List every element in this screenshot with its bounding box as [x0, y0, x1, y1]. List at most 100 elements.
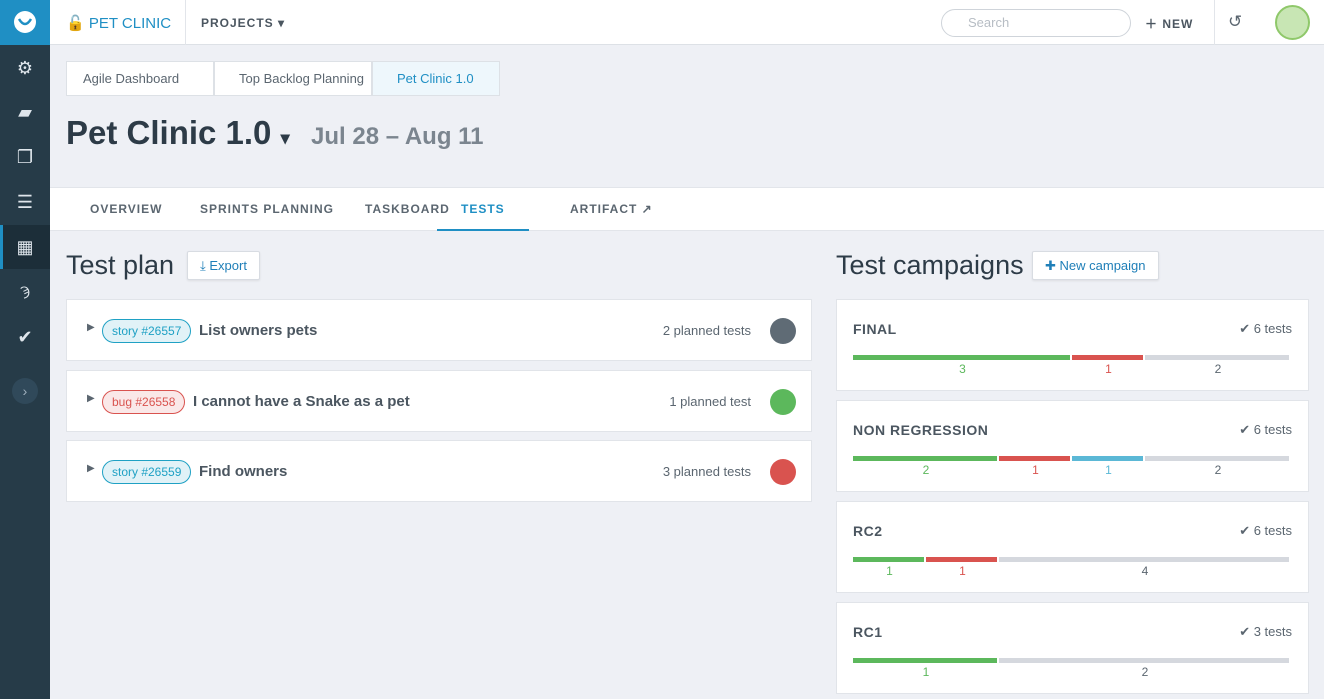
- list-icon[interactable]: ☰: [16, 192, 34, 212]
- test-plan-item[interactable]: ▶ bug #26558 I cannot have a Snake as a pe…: [66, 369, 812, 432]
- test-plan-title: Test plan: [66, 250, 175, 280]
- campaign-name: RC1: [853, 624, 883, 640]
- expand-button[interactable]: ›: [12, 378, 38, 404]
- item-badge: story #26557: [102, 319, 192, 343]
- progress-segment: [1072, 456, 1143, 461]
- breadcrumb-label: Pet Clinic 1.0: [397, 71, 474, 86]
- segment-count: 4: [1141, 564, 1149, 578]
- item-title: List owners pets: [199, 322, 318, 339]
- folder-icon[interactable]: ▰: [18, 102, 32, 122]
- segment-count: 2: [1214, 463, 1222, 477]
- campaign-card[interactable]: FINAL ✔ 6 tests 3 1 2: [836, 299, 1309, 391]
- campaign-name: FINAL: [853, 321, 897, 337]
- item-badge: bug #26558: [102, 389, 186, 414]
- progress-segment: [926, 557, 997, 562]
- projects-menu[interactable]: PROJECTS ▾: [201, 16, 286, 30]
- campaign-card[interactable]: NON REGRESSION ✔ 6 tests 2 1 1 2: [836, 400, 1309, 492]
- check-icon: ✔: [1239, 321, 1254, 336]
- item-title: I cannot have a Snake as a pet: [193, 392, 410, 410]
- segment-count: 1: [1105, 463, 1112, 477]
- planned-count: 1 planned test: [669, 393, 751, 409]
- segment-count: 2: [1141, 665, 1149, 679]
- title-text: Pet Clinic 1.0: [66, 114, 272, 151]
- sprint-title[interactable]: Pet Clinic 1.0 ▾: [66, 114, 290, 151]
- segment-count: 1: [1032, 463, 1039, 477]
- avatar[interactable]: [1275, 5, 1310, 40]
- expand-caret: ▶: [87, 322, 95, 333]
- new-campaign-button[interactable]: ✚ New campaign: [1032, 251, 1159, 280]
- progress-segment: [853, 658, 997, 663]
- tab[interactable]: TASKBOARD: [365, 202, 450, 216]
- git-icon[interactable]: Ϡ: [20, 284, 30, 299]
- tab[interactable]: SPRINTS PLANNING: [200, 202, 335, 216]
- new-campaign-label: New campaign: [1059, 258, 1146, 273]
- search-box[interactable]: Search: [941, 9, 1131, 37]
- history-icon[interactable]: ↺: [1228, 12, 1243, 31]
- check-icon: ✔: [1239, 624, 1254, 639]
- progress-segment: [1072, 355, 1143, 360]
- campaign-name: NON REGRESSION: [853, 422, 989, 438]
- active-nav[interactable]: [0, 225, 50, 269]
- status-icon: [770, 318, 796, 344]
- copy-icon[interactable]: ❐: [16, 147, 34, 167]
- expand-caret: ▶: [87, 463, 95, 474]
- campaigns-title: Test campaigns: [836, 250, 1024, 280]
- new-label: NEW: [1162, 17, 1194, 31]
- breadcrumb[interactable]: Pet Clinic 1.0: [372, 61, 500, 96]
- expand-caret: ▶: [87, 392, 95, 404]
- progress-segment: [999, 658, 1289, 663]
- project-name: PET CLINIC: [88, 15, 172, 32]
- divider: [185, 0, 186, 45]
- progress-segment: [1145, 456, 1289, 461]
- campaign-card[interactable]: RC2 ✔ 6 tests 1 1 4: [836, 501, 1309, 593]
- test-plan-item[interactable]: ▶ story #26557 List owners pets 2 planned t…: [66, 299, 812, 361]
- item-badge: story #26559: [102, 460, 192, 484]
- segment-count: 1: [922, 665, 930, 679]
- export-label: Export: [209, 258, 247, 273]
- table-icon[interactable]: ▦: [16, 237, 34, 257]
- segment-count: 1: [959, 564, 966, 578]
- settings-icon[interactable]: ⚙: [16, 58, 34, 78]
- segment-count: 3: [959, 362, 966, 376]
- breadcrumb-label: Top Backlog Planning: [239, 71, 365, 86]
- breadcrumb[interactable]: Agile Dashboard: [66, 61, 214, 96]
- progress-segment: [853, 456, 997, 461]
- project-link[interactable]: 🔓 PET CLINIC: [66, 15, 172, 32]
- test-count-label: 6 tests: [1253, 321, 1292, 336]
- progress-segment: [999, 557, 1289, 562]
- topbar: 🔓 PET CLINIC PROJECTS ▾ Search ＋ NEW ↺: [50, 0, 1324, 45]
- test-plan-item[interactable]: ▶ story #26559 Find owners 3 planned tests: [66, 440, 812, 502]
- test-count-label: 6 tests: [1253, 523, 1292, 538]
- test-count-label: 3 tests: [1253, 624, 1292, 639]
- search-placeholder: Search: [968, 15, 1010, 30]
- check-icon[interactable]: ✔: [17, 327, 33, 347]
- status-icon: [770, 388, 796, 415]
- sidebar: ⚙ ▰ ❐ ☰ ▦ Ϡ ✔ ›: [0, 0, 50, 699]
- test-count: ✔ 6 tests: [1239, 422, 1292, 438]
- tab[interactable]: OVERVIEW: [90, 202, 163, 216]
- tab-bar: OVERVIEW SPRINTS PLANNING TASKBOARD TESTS AR…: [50, 187, 1324, 231]
- planned-count: 3 planned tests: [662, 464, 751, 479]
- segment-count: 2: [1214, 362, 1222, 376]
- progress-segment: [999, 456, 1070, 461]
- test-count: ✔ 6 tests: [1239, 321, 1292, 337]
- check-icon: ✔: [1239, 422, 1254, 437]
- divider: [1214, 0, 1215, 45]
- segment-count: 1: [886, 564, 893, 578]
- export-button[interactable]: ⤓ Export: [187, 251, 260, 280]
- new-button[interactable]: ＋ NEW: [1145, 17, 1194, 31]
- test-count: ✔ 6 tests: [1239, 523, 1292, 539]
- test-count: ✔ 3 tests: [1239, 624, 1292, 640]
- planned-count: 2 planned tests: [662, 323, 751, 338]
- item-title: Find owners: [199, 463, 288, 480]
- tab[interactable]: ARTIFACT ↗: [570, 202, 653, 216]
- test-count-label: 6 tests: [1253, 422, 1292, 437]
- status-icon: [770, 459, 796, 485]
- campaign-card[interactable]: RC1 ✔ 3 tests 1 2: [836, 602, 1309, 694]
- progress-segment: [853, 557, 924, 562]
- segment-count: 2: [922, 463, 930, 477]
- tab[interactable]: TESTS: [437, 188, 529, 231]
- breadcrumb[interactable]: Top Backlog Planning: [214, 61, 372, 96]
- logo[interactable]: [0, 0, 50, 45]
